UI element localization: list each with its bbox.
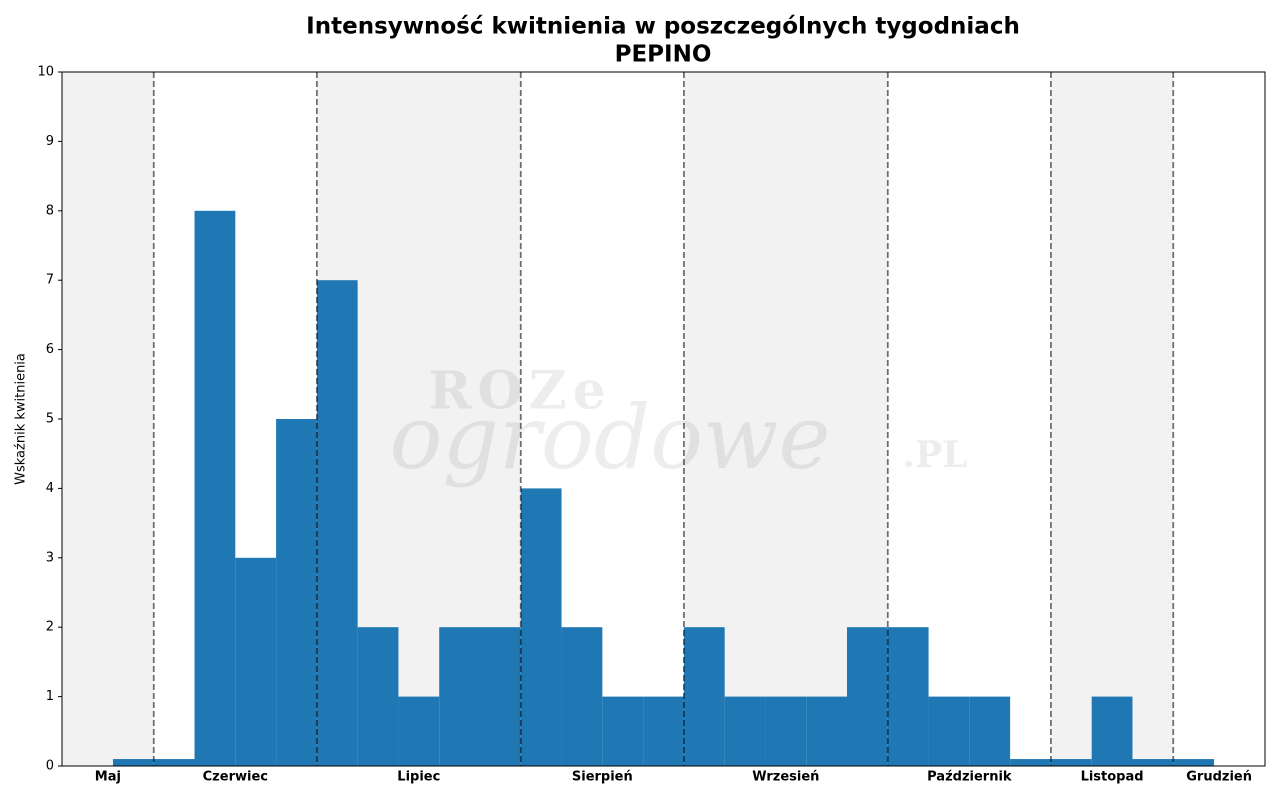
y-tick-label: 10 [37,65,54,80]
bar [643,696,684,766]
bar [1010,759,1051,766]
watermark: ogrodowe [389,386,830,489]
bar [1050,759,1092,766]
bar [194,210,236,767]
bar [520,488,562,766]
plot-frame [61,71,1266,767]
bar [602,696,644,766]
bar [969,696,1011,766]
y-tick-label: 5 [46,412,54,427]
month-label: Wrzesień [752,770,819,785]
bar [112,759,154,766]
month-label: Grudzień [1186,770,1252,785]
month-label: Sierpień [572,770,633,785]
month-label: Listopad [1081,770,1144,785]
bar [1173,759,1215,766]
bar [276,419,317,766]
bar [316,280,358,766]
y-tick-label: 3 [46,550,54,565]
y-tick-label: 4 [46,481,54,496]
y-tick-label: 6 [46,342,54,357]
y-tick-label: 7 [46,273,54,288]
month-label: Czerwiec [203,770,268,785]
bar [928,696,970,766]
bar [724,696,766,766]
y-tick-label: 2 [46,620,54,635]
bar [765,696,807,766]
y-tick-label: 9 [46,134,54,149]
y-axis-label: Wskaźnik kwitnienia [14,353,29,485]
month-band [62,72,154,766]
bar [1132,759,1174,766]
watermark: ROZe [428,361,612,422]
chart-title: Intensywność kwitnienia w poszczególnych… [306,14,1020,40]
bar [479,627,521,766]
chart-subtitle: PEPINO [615,42,712,68]
bar [683,627,725,766]
bar [1091,696,1133,766]
bar [847,627,888,766]
month-label: Lipiec [397,770,440,785]
bar [439,627,480,766]
watermark: .PL [903,434,968,476]
y-tick-label: 8 [46,203,54,218]
bar [561,627,603,766]
month-label: Październik [927,770,1012,785]
bar [887,627,929,766]
bar [806,696,848,766]
bar [398,696,440,766]
bar [357,627,399,766]
y-tick-label: 0 [46,759,54,774]
bar [235,557,277,766]
month-band [1050,72,1174,766]
month-label: Maj [95,770,121,785]
bar [153,759,195,766]
y-tick-label: 1 [46,689,54,704]
